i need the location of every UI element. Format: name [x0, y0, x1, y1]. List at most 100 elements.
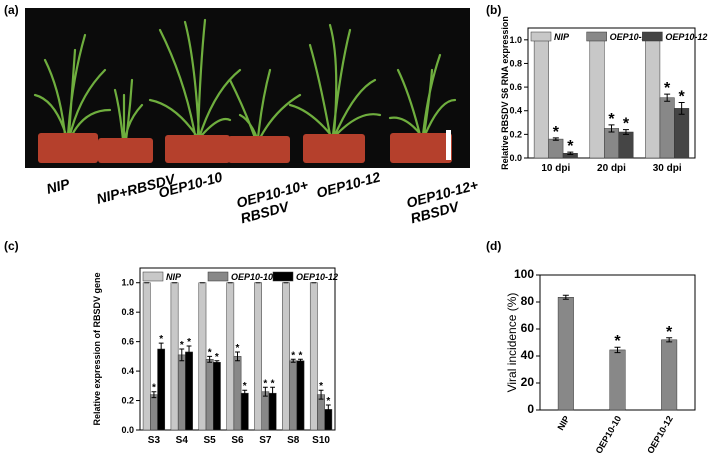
x-tick-label: OEP10-10: [594, 414, 624, 454]
error-bar: [622, 129, 629, 135]
y-tick-label: 1.0: [509, 35, 522, 45]
significance-mark: *: [159, 334, 163, 345]
panel-label: (a): [4, 3, 19, 17]
significance-mark: *: [243, 381, 247, 392]
bar: [533, 39, 549, 159]
y-tick-label: 1.0: [121, 278, 134, 288]
legend-label: OEP10-12: [296, 272, 338, 282]
photo-label: NIP: [45, 175, 72, 197]
x-tick-label: S7: [259, 435, 272, 446]
error-bar: [325, 404, 331, 415]
bar: [213, 362, 221, 431]
bar: [589, 39, 605, 159]
legend-label: OEP10-10: [610, 32, 652, 42]
bar: [674, 108, 690, 159]
error-bar: [207, 355, 213, 363]
significance-mark: *: [291, 350, 295, 361]
error-bar: [270, 386, 276, 400]
bar: [205, 359, 214, 431]
photo-label: OEP10-12+RBSDV: [405, 176, 484, 226]
bar: [240, 392, 249, 431]
significance-mark: *: [326, 396, 330, 407]
y-tick-label: 0.6: [509, 82, 522, 92]
y-tick-label: 0.0: [121, 425, 134, 435]
bar: [142, 282, 151, 431]
significance-mark: *: [299, 350, 303, 361]
legend-swatch: [272, 271, 294, 282]
x-tick-label: 20 dpi: [597, 163, 626, 174]
error-bar: [614, 346, 621, 354]
bar: [609, 349, 626, 411]
bar: [157, 348, 166, 431]
error-bar: [262, 386, 268, 397]
legend-label: OEP10-12: [665, 32, 707, 42]
error-bar: [186, 345, 192, 359]
legend-swatch: [207, 271, 229, 282]
y-tick-label: 0.6: [121, 337, 134, 347]
significance-mark: *: [679, 88, 686, 105]
significance-mark: *: [180, 340, 184, 351]
photo-label-line: NIP: [45, 175, 72, 197]
bar: [177, 354, 186, 431]
significance-mark: *: [553, 124, 560, 141]
error-bar: [608, 124, 615, 133]
bar: [557, 297, 574, 411]
error-bar: [552, 137, 559, 141]
y-tick-label: 0.2: [509, 129, 522, 139]
legend-label: NIP: [554, 32, 570, 42]
legend-swatch: [642, 31, 663, 42]
x-tick-label: S8: [287, 435, 300, 446]
error-bar: [179, 348, 185, 362]
panel-label: (d): [486, 239, 501, 253]
significance-mark: *: [208, 347, 212, 358]
bar: [296, 360, 305, 431]
bar: [185, 351, 193, 431]
x-tick-label: S10: [312, 435, 330, 446]
y-axis-label: Relative RBSDV S6 RNA expression: [500, 16, 510, 170]
x-tick-label: S3: [148, 435, 161, 446]
legend-label: OEP10-10: [231, 272, 273, 282]
significance-mark: *: [664, 80, 671, 97]
y-axis-label: Viral incidence (%): [505, 293, 519, 393]
significance-mark: *: [236, 343, 240, 354]
bar: [618, 131, 634, 159]
bar: [317, 394, 325, 431]
y-tick-label: 100: [514, 267, 534, 281]
y-tick-label: 0.4: [509, 106, 522, 116]
significance-mark: *: [215, 352, 219, 363]
photo: [25, 8, 470, 168]
bar: [233, 356, 242, 431]
legend-swatch: [142, 271, 164, 282]
error-bar: [235, 351, 240, 362]
legend-label: NIP: [166, 272, 182, 282]
legend-swatch: [586, 31, 607, 42]
bar: [548, 138, 564, 159]
x-tick-label: S4: [176, 435, 189, 446]
y-tick-label: 0.4: [121, 366, 134, 376]
x-tick-label: NIP: [555, 414, 571, 432]
x-tick-label: OEP10-12: [645, 414, 675, 454]
photo-label: OEP10-12: [315, 168, 382, 200]
error-bar: [562, 294, 569, 300]
photo-label-line: OEP10-12: [315, 168, 382, 200]
bar: [198, 282, 207, 431]
significance-mark: *: [623, 116, 630, 133]
error-bar: [290, 358, 296, 363]
error-bar: [214, 360, 220, 365]
bar: [282, 282, 290, 431]
y-tick-label: 60: [521, 321, 535, 335]
significance-mark: *: [567, 138, 574, 155]
x-tick-label: S5: [204, 435, 217, 446]
y-tick-label: 0.0: [509, 153, 522, 163]
error-bar: [242, 389, 248, 397]
error-bar: [664, 93, 671, 102]
error-bar: [318, 389, 324, 400]
bar: [254, 282, 262, 431]
x-tick-label: 30 dpi: [653, 163, 682, 174]
legend-swatch: [530, 31, 552, 42]
error-bar: [151, 391, 157, 399]
y-axis-label: Relative expression of RBSDV gene: [92, 272, 102, 425]
panel-label: (b): [486, 3, 501, 17]
